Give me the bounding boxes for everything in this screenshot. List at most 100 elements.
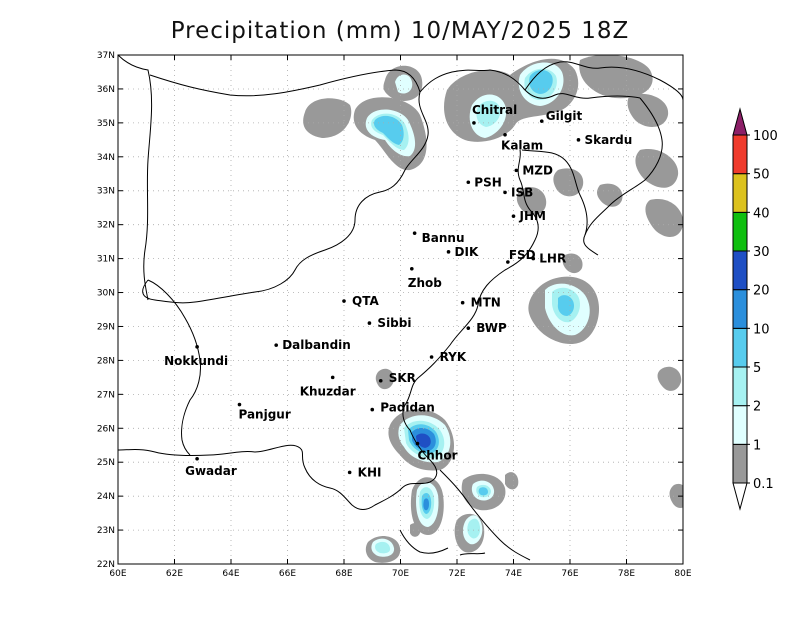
city-label: Padidan [380, 401, 435, 415]
city-label: Panjgur [238, 408, 290, 422]
colorbar-label: 10 [753, 322, 770, 337]
city-marker-dot [415, 441, 420, 446]
city-marker-dot [342, 299, 346, 303]
city-nokkundi: Nokkundi [164, 345, 228, 368]
colorbar-label: 20 [753, 284, 770, 299]
city-label: Chhor [417, 449, 457, 463]
x-tick-label: 78E [618, 569, 635, 579]
colorbar-label: 100 [753, 129, 778, 144]
city-marker-dot [511, 214, 516, 218]
city-marker-dot [195, 457, 199, 461]
city-label: Skardu [584, 133, 632, 147]
city-marker-dot [274, 343, 279, 347]
city-label: Zhob [408, 276, 442, 290]
city-marker-dot [195, 345, 199, 349]
city-label: KHI [358, 465, 382, 479]
city-label: LHR [539, 252, 566, 266]
city-label: Chitral [472, 103, 517, 117]
country-borders [117, 54, 684, 561]
city-label: Dalbandin [282, 338, 351, 352]
city-sibbi: Sibbi [367, 316, 411, 330]
city-marker-dot [503, 190, 507, 195]
city-jhm: JHM [511, 209, 546, 223]
y-tick-label: 22N [97, 560, 115, 570]
city-label: Sibbi [377, 316, 411, 330]
city-marker-dot [506, 260, 510, 264]
city-marker-dot [466, 180, 471, 185]
y-tick-label: 30N [97, 289, 115, 299]
city-psh: PSH [466, 175, 502, 189]
city-label: SKR [389, 371, 416, 385]
city-marker-dot [503, 132, 507, 137]
city-qta: QTA [342, 294, 379, 308]
city-label: ISB [511, 185, 533, 199]
x-tick-label: 68E [335, 569, 352, 579]
city-marker-dot [412, 231, 417, 235]
city-zhob: Zhob [408, 266, 442, 290]
x-tick-label: 62E [166, 569, 183, 579]
y-tick-label: 23N [97, 526, 115, 536]
city-label: FSD [509, 248, 536, 262]
city-label: Bannu [422, 231, 465, 245]
city-label: BWP [476, 321, 507, 335]
y-tick-label: 36N [97, 85, 115, 95]
colorbar-label: 5 [753, 361, 761, 376]
colorbar-segment [732, 443, 748, 484]
city-marker-dot [446, 250, 451, 254]
colorbar-segment [732, 405, 748, 445]
city-chhor: Chhor [415, 441, 458, 463]
y-axis-ticks: 22N 23N 24N 25N 26N 27N 28N 29N 30N 31N 32N 33N 34N 3… [97, 51, 683, 570]
city-label: Gwadar [185, 464, 237, 478]
city-marker-dot [347, 470, 352, 475]
city-label: DIK [455, 245, 479, 259]
colorbar-segment [732, 211, 748, 252]
city-label: Gilgit [546, 109, 583, 123]
colorbar-label: 1 [753, 438, 761, 453]
lat-lon-grid [118, 55, 683, 564]
city-marker-dot [330, 375, 335, 380]
city-label: PSH [474, 175, 501, 189]
city-marker-dot [370, 407, 375, 412]
colorbar-label: 50 [753, 168, 770, 183]
colorbar-segment [732, 327, 748, 368]
y-tick-label: 32N [97, 221, 115, 231]
city-khuzdar: Khuzdar [300, 375, 356, 398]
precipitation-shading [303, 55, 683, 563]
y-tick-label: 29N [97, 322, 115, 332]
colorbar-top-arrow [732, 107, 748, 136]
colorbar-segment [732, 134, 748, 175]
city-marker-dot [378, 378, 383, 383]
colorbar-segment [732, 250, 748, 291]
y-tick-label: 28N [97, 356, 115, 366]
colorbar-label: 0.1 [753, 477, 774, 492]
city-bannu: Bannu [412, 231, 465, 245]
city-dalbandin: Dalbandin [274, 338, 351, 352]
x-axis-ticks: 60E 62E 64E 66E 68E 70E 72E 74E 76E 78E 80E [109, 55, 692, 579]
city-label: MZD [522, 163, 553, 177]
x-tick-label: 76E [561, 569, 578, 579]
city-isb: ISB [503, 185, 533, 199]
city-marker-dot [237, 402, 242, 407]
y-tick-label: 27N [97, 390, 115, 400]
y-tick-label: 25N [97, 458, 115, 468]
city-marker-dot [460, 300, 465, 305]
city-label: Kalam [501, 139, 543, 153]
colorbar-segment [732, 289, 748, 329]
y-tick-label: 26N [97, 424, 115, 434]
city-chitral: Chitral [472, 103, 517, 125]
city-mzd: MZD [514, 163, 553, 177]
city-gwadar: Gwadar [185, 457, 237, 478]
city-label: JHM [519, 209, 546, 223]
x-tick-label: 70E [392, 569, 409, 579]
map-title: Precipitation (mm) 10/MAY/2025 18Z [170, 18, 630, 44]
colorbar-label: 30 [753, 245, 770, 260]
city-padidan: Padidan [370, 401, 435, 415]
city-khi: KHI [347, 465, 382, 479]
colorbar-label: 40 [753, 206, 770, 221]
colorbar-segment [732, 366, 748, 407]
city-label: RYK [440, 350, 467, 364]
city-marker-dot [514, 168, 519, 173]
x-tick-label: 80E [674, 569, 691, 579]
city-marker-dot [429, 355, 434, 359]
